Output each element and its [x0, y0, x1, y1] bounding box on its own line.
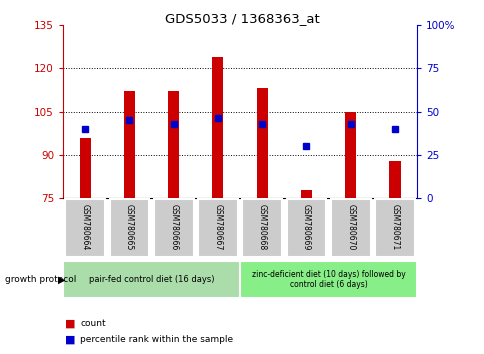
- Text: ■: ■: [65, 319, 76, 329]
- Bar: [153, 199, 193, 257]
- Bar: [79, 138, 91, 198]
- Text: GSM780666: GSM780666: [169, 204, 178, 250]
- Text: ▶: ▶: [58, 275, 66, 285]
- Text: GSM780664: GSM780664: [80, 204, 90, 250]
- Text: growth protocol: growth protocol: [5, 275, 76, 284]
- Text: GSM780668: GSM780668: [257, 204, 266, 250]
- Bar: [286, 199, 326, 257]
- Text: GSM780669: GSM780669: [302, 204, 310, 250]
- Bar: [242, 199, 282, 257]
- Text: GSM780665: GSM780665: [125, 204, 134, 250]
- Bar: [345, 112, 356, 198]
- Bar: [389, 161, 400, 198]
- Text: count: count: [80, 319, 106, 329]
- Text: zinc-deficient diet (10 days) followed by
control diet (6 days): zinc-deficient diet (10 days) followed b…: [251, 270, 405, 289]
- Bar: [65, 199, 105, 257]
- Bar: [168, 91, 179, 198]
- Bar: [63, 261, 240, 298]
- Bar: [197, 199, 237, 257]
- Bar: [256, 88, 267, 198]
- Bar: [123, 91, 135, 198]
- Text: GSM780670: GSM780670: [346, 204, 354, 250]
- Text: percentile rank within the sample: percentile rank within the sample: [80, 335, 233, 344]
- Bar: [300, 190, 311, 198]
- Text: pair-fed control diet (16 days): pair-fed control diet (16 days): [89, 275, 214, 284]
- Bar: [240, 261, 416, 298]
- Bar: [330, 199, 370, 257]
- Bar: [212, 57, 223, 198]
- Text: GSM780667: GSM780667: [213, 204, 222, 250]
- Text: ■: ■: [65, 335, 76, 345]
- Bar: [109, 199, 149, 257]
- Text: GSM780671: GSM780671: [390, 204, 399, 250]
- Text: GDS5033 / 1368363_at: GDS5033 / 1368363_at: [165, 12, 319, 25]
- Bar: [374, 199, 414, 257]
